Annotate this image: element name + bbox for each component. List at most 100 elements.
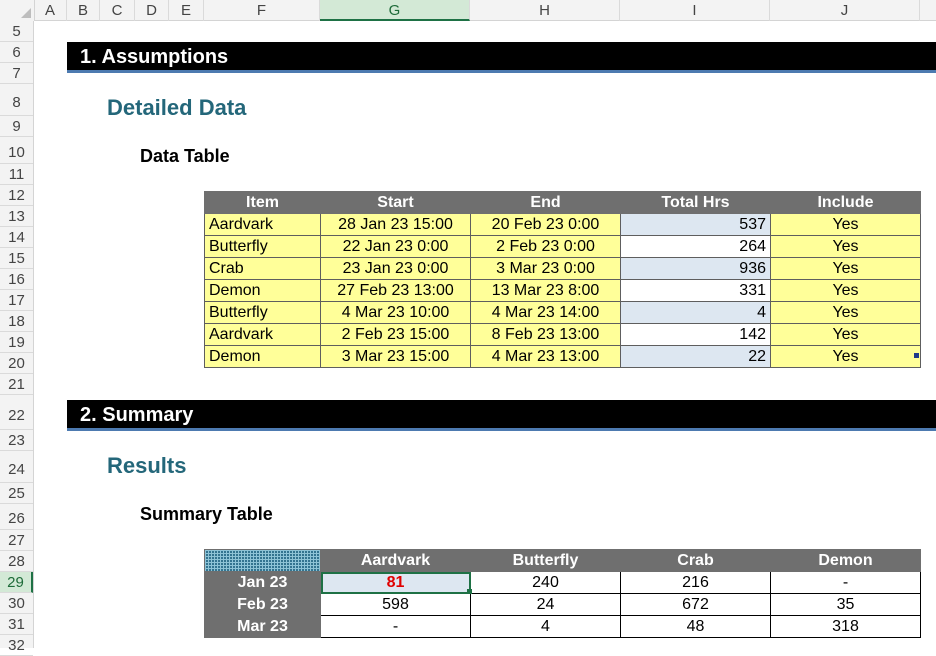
row-header[interactable]: 25 bbox=[0, 483, 33, 504]
data-table: Item Start End Total Hrs Include Aardvar… bbox=[204, 191, 921, 368]
column-header-i[interactable]: I bbox=[620, 0, 770, 21]
cell-start[interactable]: 2 Feb 23 15:00 bbox=[320, 323, 471, 346]
row-header[interactable]: 23 bbox=[0, 430, 33, 451]
row-header[interactable]: 28 bbox=[0, 551, 33, 572]
cell-start[interactable]: 3 Mar 23 15:00 bbox=[320, 345, 471, 368]
cell-item[interactable]: Aardvark bbox=[204, 323, 321, 346]
column-header-h[interactable]: H bbox=[470, 0, 620, 21]
fill-handle[interactable] bbox=[467, 589, 472, 594]
row-header[interactable]: 12 bbox=[0, 185, 33, 206]
row-header[interactable]: 27 bbox=[0, 530, 33, 551]
cell-item[interactable]: Demon bbox=[204, 279, 321, 302]
row-header[interactable]: 29 bbox=[0, 572, 33, 593]
section-banner-summary: 2. Summary bbox=[67, 400, 936, 431]
cell-total-hrs[interactable]: 22 bbox=[620, 345, 771, 368]
section-banner-assumptions: 1. Assumptions bbox=[67, 42, 936, 73]
row-header[interactable]: 6 bbox=[0, 42, 33, 63]
row-header[interactable]: 13 bbox=[0, 206, 33, 227]
cell-end[interactable]: 8 Feb 23 13:00 bbox=[470, 323, 621, 346]
column-header-j[interactable]: J bbox=[770, 0, 920, 21]
summary-cell[interactable]: 216 bbox=[620, 571, 771, 594]
summary-cell[interactable]: 24 bbox=[470, 593, 621, 616]
column-header-d[interactable]: D bbox=[135, 0, 169, 21]
cell-item[interactable]: Demon bbox=[204, 345, 321, 368]
row-header[interactable]: 30 bbox=[0, 593, 33, 614]
cell-end[interactable]: 4 Mar 23 14:00 bbox=[470, 301, 621, 324]
row-header[interactable]: 11 bbox=[0, 164, 33, 185]
cell-total-hrs[interactable]: 936 bbox=[620, 257, 771, 280]
column-header-f[interactable]: F bbox=[204, 0, 320, 21]
row-header[interactable]: 21 bbox=[0, 374, 33, 395]
column-heading-include: Include bbox=[770, 191, 921, 214]
cell-start[interactable]: 27 Feb 23 13:00 bbox=[320, 279, 471, 302]
table-title-data-table: Data Table bbox=[140, 146, 230, 166]
row-header[interactable]: 5 bbox=[0, 21, 33, 42]
active-cell[interactable]: 81 bbox=[320, 571, 471, 594]
column-header-c[interactable]: C bbox=[100, 0, 135, 21]
row-header[interactable]: 16 bbox=[0, 269, 33, 290]
cell-start[interactable]: 4 Mar 23 10:00 bbox=[320, 301, 471, 324]
table-row: Crab 23 Jan 23 0:00 3 Mar 23 0:00 936 Ye… bbox=[204, 257, 921, 280]
cell-total-hrs[interactable]: 537 bbox=[620, 213, 771, 236]
cell-total-hrs[interactable]: 142 bbox=[620, 323, 771, 346]
row-header[interactable]: 19 bbox=[0, 332, 33, 353]
summary-cell[interactable]: 240 bbox=[470, 571, 621, 594]
cell-include[interactable]: Yes bbox=[770, 257, 921, 280]
cell-include[interactable]: Yes bbox=[770, 235, 921, 258]
column-header-e[interactable]: E bbox=[169, 0, 204, 21]
row-header[interactable]: 17 bbox=[0, 290, 33, 311]
summary-cell[interactable]: 48 bbox=[620, 615, 771, 638]
cell-include[interactable]: Yes bbox=[770, 213, 921, 236]
row-header[interactable]: 22 bbox=[0, 395, 33, 430]
cell-item[interactable]: Aardvark bbox=[204, 213, 321, 236]
row-header[interactable]: 10 bbox=[0, 137, 33, 164]
summary-cell[interactable]: - bbox=[770, 571, 921, 594]
column-header-b[interactable]: B bbox=[67, 0, 100, 21]
row-header[interactable]: 9 bbox=[0, 116, 33, 137]
cell-end[interactable]: 3 Mar 23 0:00 bbox=[470, 257, 621, 280]
cell-include[interactable]: Yes bbox=[770, 345, 921, 368]
table-row: Demon 27 Feb 23 13:00 13 Mar 23 8:00 331… bbox=[204, 279, 921, 302]
table-resize-handle[interactable] bbox=[914, 353, 919, 358]
row-header[interactable]: 8 bbox=[0, 84, 33, 116]
cell-end[interactable]: 13 Mar 23 8:00 bbox=[470, 279, 621, 302]
cell-start[interactable]: 22 Jan 23 0:00 bbox=[320, 235, 471, 258]
row-header[interactable]: 7 bbox=[0, 63, 33, 84]
summary-cell[interactable]: 672 bbox=[620, 593, 771, 616]
row-header[interactable]: 15 bbox=[0, 248, 33, 269]
cell-total-hrs[interactable]: 4 bbox=[620, 301, 771, 324]
summary-cell[interactable]: 35 bbox=[770, 593, 921, 616]
cell-end[interactable]: 2 Feb 23 0:00 bbox=[470, 235, 621, 258]
cell-item[interactable]: Butterfly bbox=[204, 235, 321, 258]
cell-total-hrs[interactable]: 331 bbox=[620, 279, 771, 302]
cell-start[interactable]: 23 Jan 23 0:00 bbox=[320, 257, 471, 280]
select-all-button[interactable] bbox=[0, 0, 35, 21]
row-header[interactable]: 18 bbox=[0, 311, 33, 332]
summary-cell[interactable]: - bbox=[320, 615, 471, 638]
cell-item[interactable]: Crab bbox=[204, 257, 321, 280]
row-header[interactable]: 31 bbox=[0, 614, 33, 635]
cell-start[interactable]: 28 Jan 23 15:00 bbox=[320, 213, 471, 236]
summary-table: Aardvark Butterfly Crab Demon Jan 23 81 … bbox=[204, 549, 921, 638]
column-header-a[interactable]: A bbox=[34, 0, 67, 21]
column-header-g[interactable]: G bbox=[320, 0, 470, 21]
select-all-icon bbox=[21, 8, 31, 18]
summary-cell[interactable]: 598 bbox=[320, 593, 471, 616]
cell-include[interactable]: Yes bbox=[770, 279, 921, 302]
row-header[interactable]: 32 bbox=[0, 635, 33, 656]
cell-include[interactable]: Yes bbox=[770, 301, 921, 324]
column-heading-item: Item bbox=[204, 191, 321, 214]
column-heading-crab: Crab bbox=[620, 549, 771, 572]
cell-total-hrs[interactable]: 264 bbox=[620, 235, 771, 258]
cell-end[interactable]: 20 Feb 23 0:00 bbox=[470, 213, 621, 236]
row-header[interactable]: 20 bbox=[0, 353, 33, 374]
cell-item[interactable]: Butterfly bbox=[204, 301, 321, 324]
column-heading-demon: Demon bbox=[770, 549, 921, 572]
summary-cell[interactable]: 4 bbox=[470, 615, 621, 638]
row-header[interactable]: 14 bbox=[0, 227, 33, 248]
cell-end[interactable]: 4 Mar 23 13:00 bbox=[470, 345, 621, 368]
cell-include[interactable]: Yes bbox=[770, 323, 921, 346]
summary-cell[interactable]: 318 bbox=[770, 615, 921, 638]
row-header[interactable]: 26 bbox=[0, 504, 33, 530]
row-header[interactable]: 24 bbox=[0, 451, 33, 483]
